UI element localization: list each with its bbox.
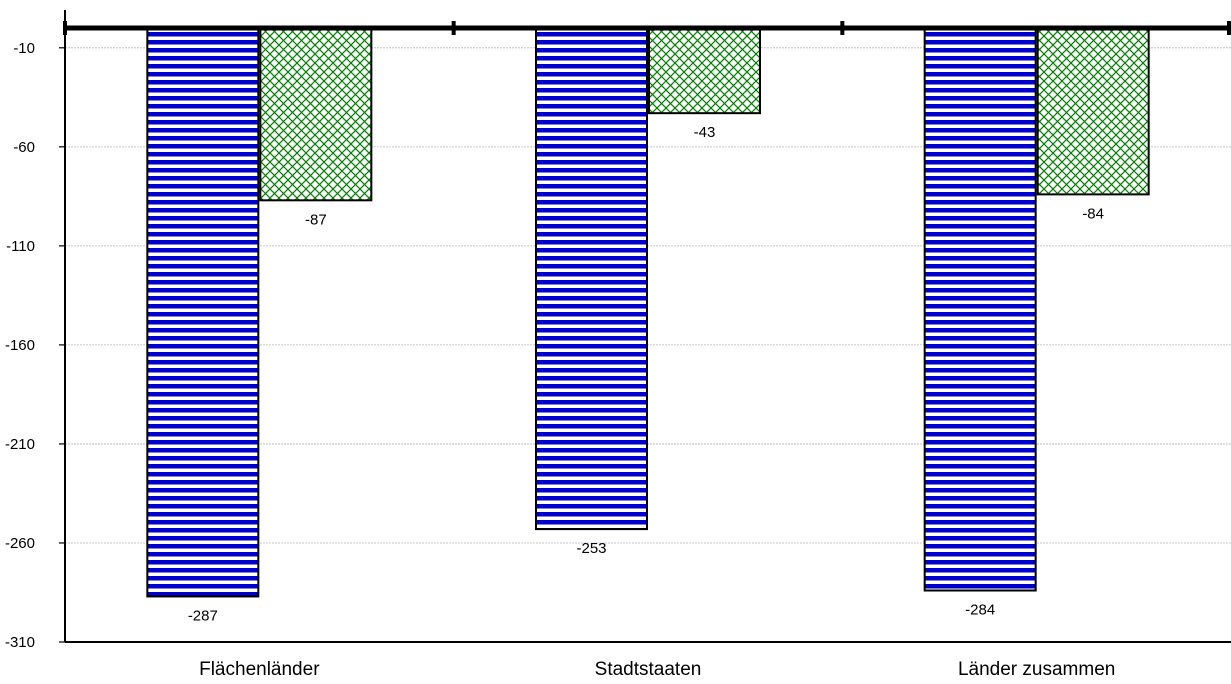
y-tick-label: -10	[13, 40, 35, 57]
category-label: Stadtstaaten	[595, 659, 702, 680]
bar	[1036, 27, 1150, 196]
data-label: -287	[188, 607, 218, 624]
data-label: -87	[305, 211, 327, 228]
y-tick-label: -310	[5, 634, 35, 651]
data-label: -84	[1082, 205, 1104, 222]
labels: -10 -60 -110 -160 -210 -260 -310 -287 -87 Flächen…	[5, 40, 1115, 680]
y-tick-label: -210	[5, 436, 35, 453]
bar	[648, 27, 761, 115]
bars	[146, 27, 1150, 598]
bar	[923, 27, 1037, 592]
y-tick-label: -260	[5, 535, 35, 552]
y-tick-label: -110	[6, 238, 35, 255]
bar	[146, 27, 260, 598]
data-label: -284	[965, 602, 995, 619]
y-tick-label: -60	[13, 139, 35, 156]
data-label: -253	[576, 540, 606, 557]
axes	[59, 10, 1231, 643]
y-tick-label: -160	[5, 337, 35, 354]
bar	[259, 27, 373, 202]
category-label: Flächenländer	[199, 659, 320, 680]
category-label: Länder zusammen	[958, 659, 1115, 680]
data-label: -43	[694, 124, 716, 141]
bar	[535, 27, 648, 531]
